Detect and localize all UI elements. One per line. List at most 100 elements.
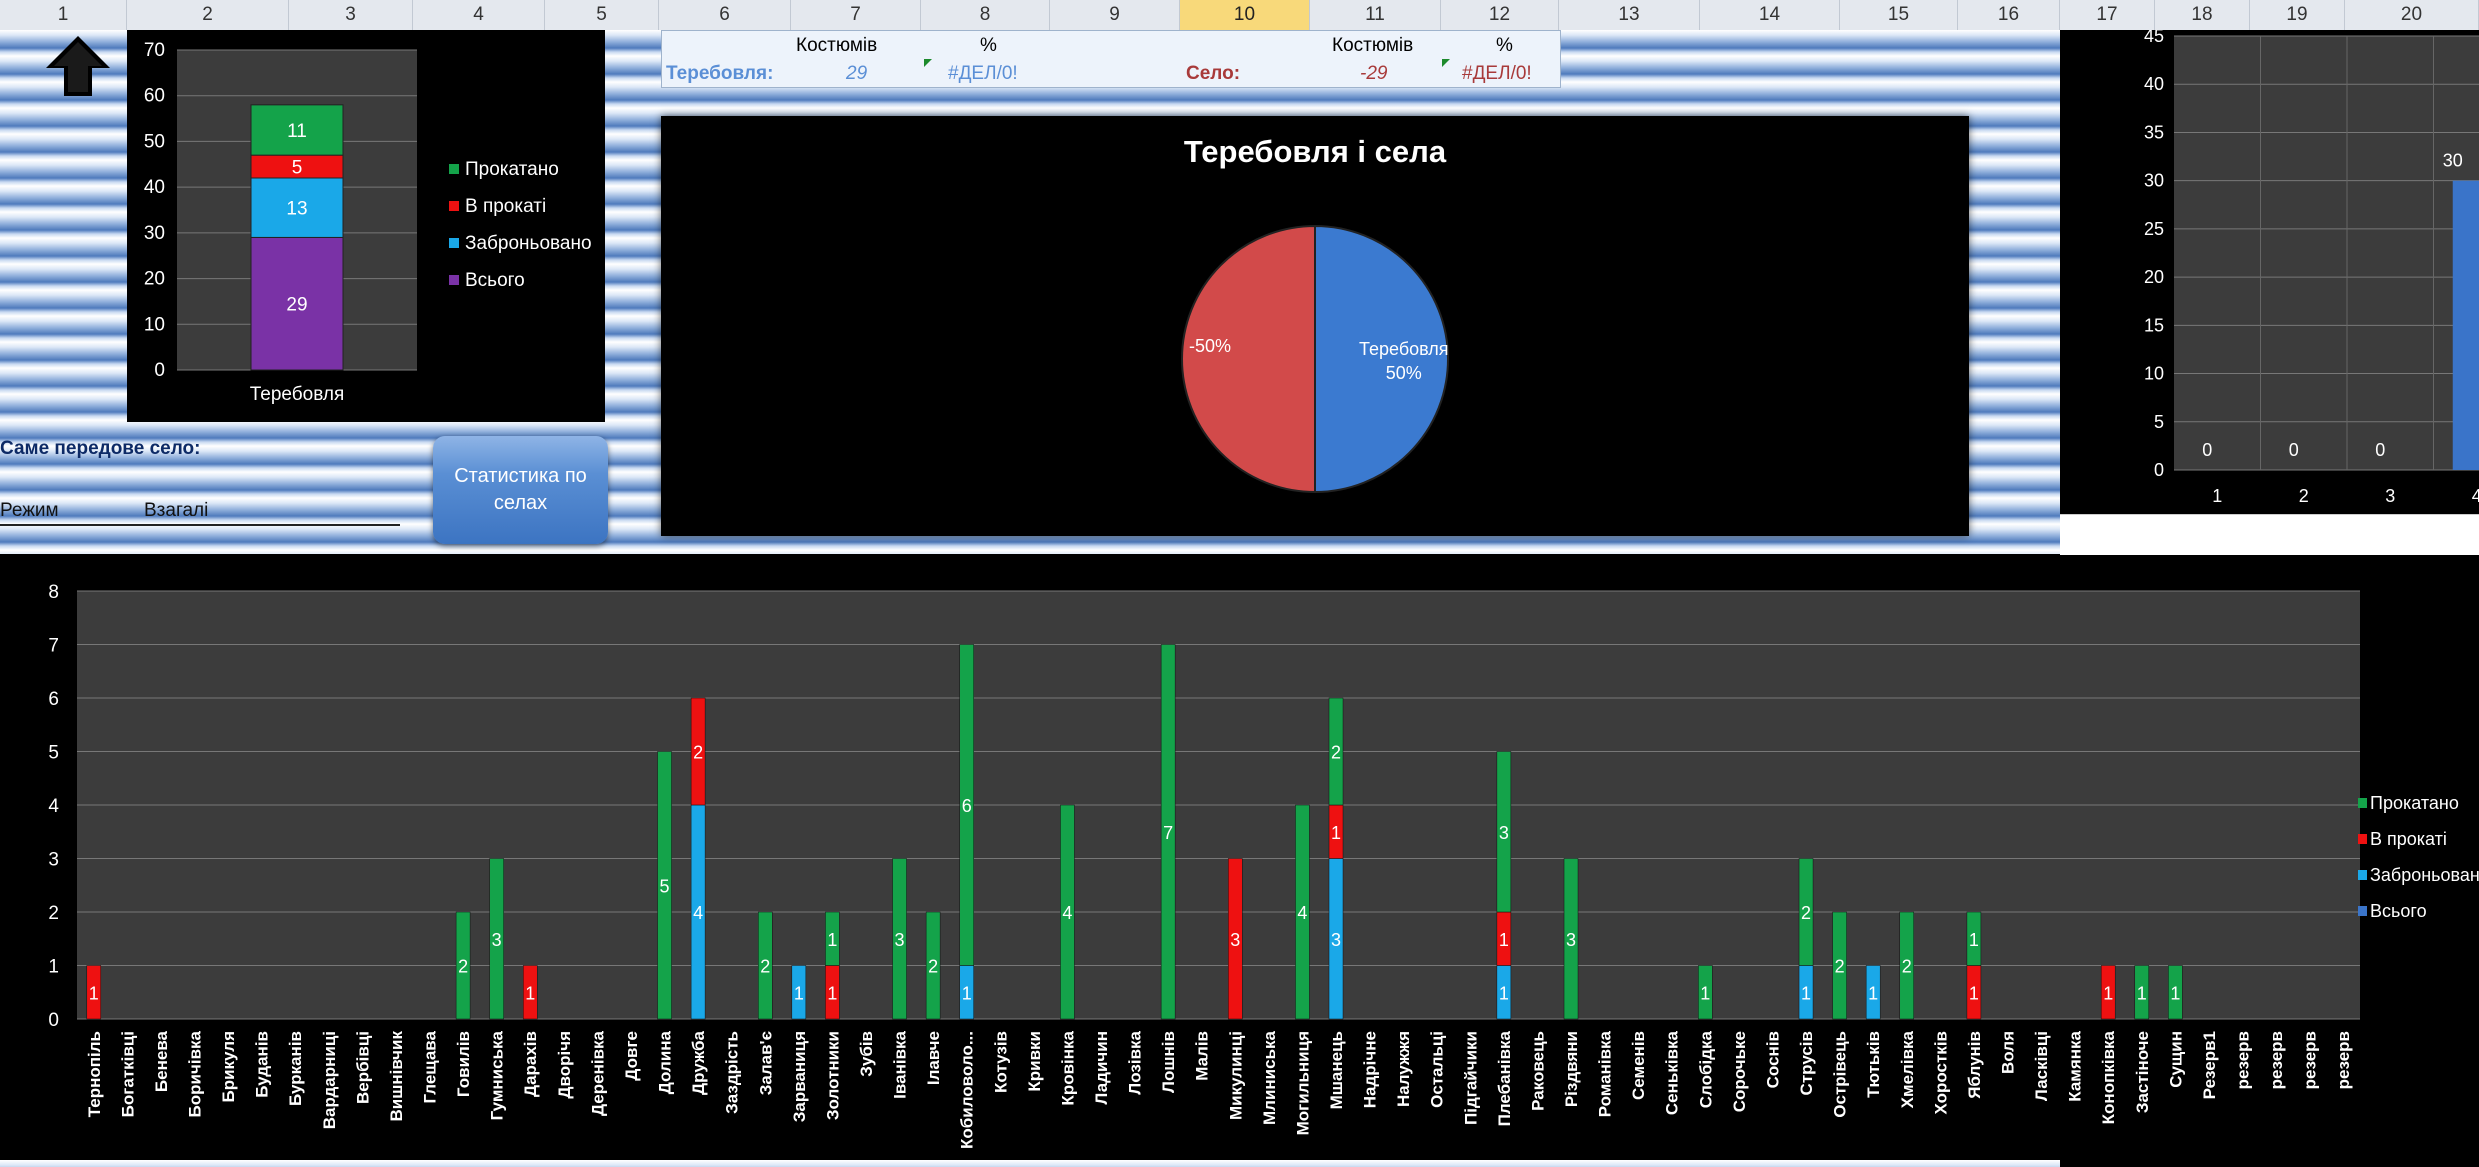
bar-data-label: 6 <box>962 796 972 816</box>
column-header-4[interactable]: 4 <box>413 0 545 30</box>
bar-data-label: 13 <box>286 199 307 220</box>
x-tick-label: Конопківка <box>2099 1030 2118 1124</box>
bar-segment <box>250 104 344 156</box>
legend-marker <box>2358 798 2367 808</box>
x-tick-label: Мшанець <box>1327 1031 1346 1109</box>
y-tick-label: 6 <box>48 689 59 710</box>
village-stats-button[interactable]: Статистика по селах <box>433 436 608 544</box>
bar-segment <box>1496 751 1512 913</box>
column-header-2[interactable]: 2 <box>127 0 289 30</box>
column-header-15[interactable]: 15 <box>1840 0 1958 30</box>
bar-data-label: 1 <box>525 983 535 1003</box>
column-header-7[interactable]: 7 <box>791 0 921 30</box>
x-tick-label: Дружба <box>689 1030 708 1094</box>
bar-segment <box>1295 804 1310 1020</box>
y-tick-label: 15 <box>2144 315 2164 335</box>
bar-data-label: 1 <box>1969 983 1979 1003</box>
x-tick-label: резерв <box>2233 1031 2252 1089</box>
x-tick-label: 1 <box>2212 486 2222 506</box>
bar-data-label: 1 <box>827 983 837 1003</box>
column-header-14[interactable]: 14 <box>1700 0 1840 30</box>
column-header-13[interactable]: 13 <box>1559 0 1700 30</box>
x-tick-label: 2 <box>2299 486 2309 506</box>
x-tick-label: Микулинці <box>1226 1031 1245 1120</box>
bar-data-label: 1 <box>1868 983 1878 1003</box>
legend-label: Прокатано <box>2370 793 2459 813</box>
y-tick-label: 20 <box>144 269 165 290</box>
column-header-6[interactable]: 6 <box>659 0 791 30</box>
column-header-18[interactable]: 18 <box>2155 0 2250 30</box>
y-tick-label: 5 <box>48 743 59 764</box>
column-header-8[interactable]: 8 <box>921 0 1050 30</box>
error-marker-2 <box>1442 59 1450 67</box>
bar-segment <box>489 858 504 1020</box>
x-tick-label: Сорочьке <box>1730 1031 1749 1112</box>
bar-segment <box>959 644 974 966</box>
empty-cells <box>2060 514 2479 555</box>
column-header-9[interactable]: 9 <box>1050 0 1180 30</box>
x-tick-label: Резерв1 <box>2200 1031 2219 1099</box>
legend-marker <box>449 164 459 174</box>
x-tick-label: Надрічне <box>1361 1031 1380 1108</box>
bar-data-label: 2 <box>1902 957 1912 977</box>
x-tick-label: Камянка <box>2066 1030 2085 1101</box>
column-header-20[interactable]: 20 <box>2345 0 2479 30</box>
bar-segment <box>1698 965 1713 1020</box>
legend-label: Всього <box>465 270 525 291</box>
bar-segment <box>825 911 840 966</box>
bar-data-label: 1 <box>1499 983 1509 1003</box>
x-tick-label: Дарахів <box>521 1031 540 1097</box>
y-tick-label: 0 <box>48 1010 59 1031</box>
x-tick-label: резерв <box>2267 1031 2286 1089</box>
bar-segment <box>1328 697 1344 806</box>
small-stacked-chart: 0 10 20 30 40 50 60 70 29 13 5 11 Теребовля Прокатано… <box>144 40 592 405</box>
terebovlia-label: Теребовля: <box>666 63 774 84</box>
column-header-11[interactable]: 11 <box>1310 0 1441 30</box>
legend-marker <box>2358 870 2367 880</box>
x-tick-label: Вишнівчик <box>387 1031 406 1122</box>
x-tick-label: Довге <box>622 1031 641 1081</box>
x-tick-label: Зубів <box>857 1031 876 1077</box>
legend-label: В прокаті <box>465 196 546 217</box>
bar-segment <box>1966 911 1982 966</box>
x-tick-label: Бурканів <box>286 1031 305 1106</box>
bar-data-label: 0 <box>2202 440 2212 460</box>
bar-data-label: 2 <box>760 957 770 977</box>
village-stacked-chart: 0 1 2 3 4 5 6 7 8 1 Тернопіль Богатківці Бенева Борич… <box>48 582 2479 1149</box>
header-costumes-2: Костюмів <box>1332 35 1414 56</box>
bar-data-label: 2 <box>1801 903 1811 923</box>
x-tick-label: Острівець <box>1831 1031 1850 1118</box>
column-header-1[interactable]: 1 <box>0 0 127 30</box>
column-header-16[interactable]: 16 <box>1958 0 2060 30</box>
pie-chart: Теребовля і села Теребовля 50% -50% <box>1181 134 1449 494</box>
village-label: Село: <box>1186 63 1241 84</box>
y-tick-label: 0 <box>2154 460 2164 480</box>
error-marker <box>924 59 932 67</box>
y-tick-label: 2 <box>48 903 59 924</box>
y-tick-label: 20 <box>2144 267 2164 287</box>
bar-data-label: 1 <box>962 983 972 1003</box>
plot-area <box>2174 36 2479 470</box>
bar-data-label: 1 <box>1499 930 1509 950</box>
column-header-10[interactable]: 10 <box>1180 0 1310 30</box>
bar-segment <box>1563 858 1579 1020</box>
x-tick-label: Залав'є <box>756 1031 775 1095</box>
column-header-19[interactable]: 19 <box>2250 0 2345 30</box>
column-header-5[interactable]: 5 <box>545 0 659 30</box>
bar-data-label: 1 <box>89 983 99 1003</box>
column-header-17[interactable]: 17 <box>2060 0 2155 30</box>
bar-segment <box>690 697 706 806</box>
x-tick-label: Золотники <box>823 1031 842 1120</box>
column-header-12[interactable]: 12 <box>1441 0 1559 30</box>
column-header-3[interactable]: 3 <box>289 0 413 30</box>
bar-data-label: 3 <box>1331 930 1341 950</box>
x-tick-label: Деренівка <box>588 1030 607 1116</box>
x-tick-label: Буданів <box>253 1031 272 1098</box>
mode-value[interactable]: Взагалі <box>144 500 209 521</box>
x-tick-label: Іванівка <box>891 1030 910 1098</box>
y-tick-label: 4 <box>48 796 59 817</box>
up-arrow-icon[interactable] <box>44 34 112 103</box>
mode-underline <box>0 524 400 526</box>
x-tick-label: Теребовля <box>250 384 345 405</box>
